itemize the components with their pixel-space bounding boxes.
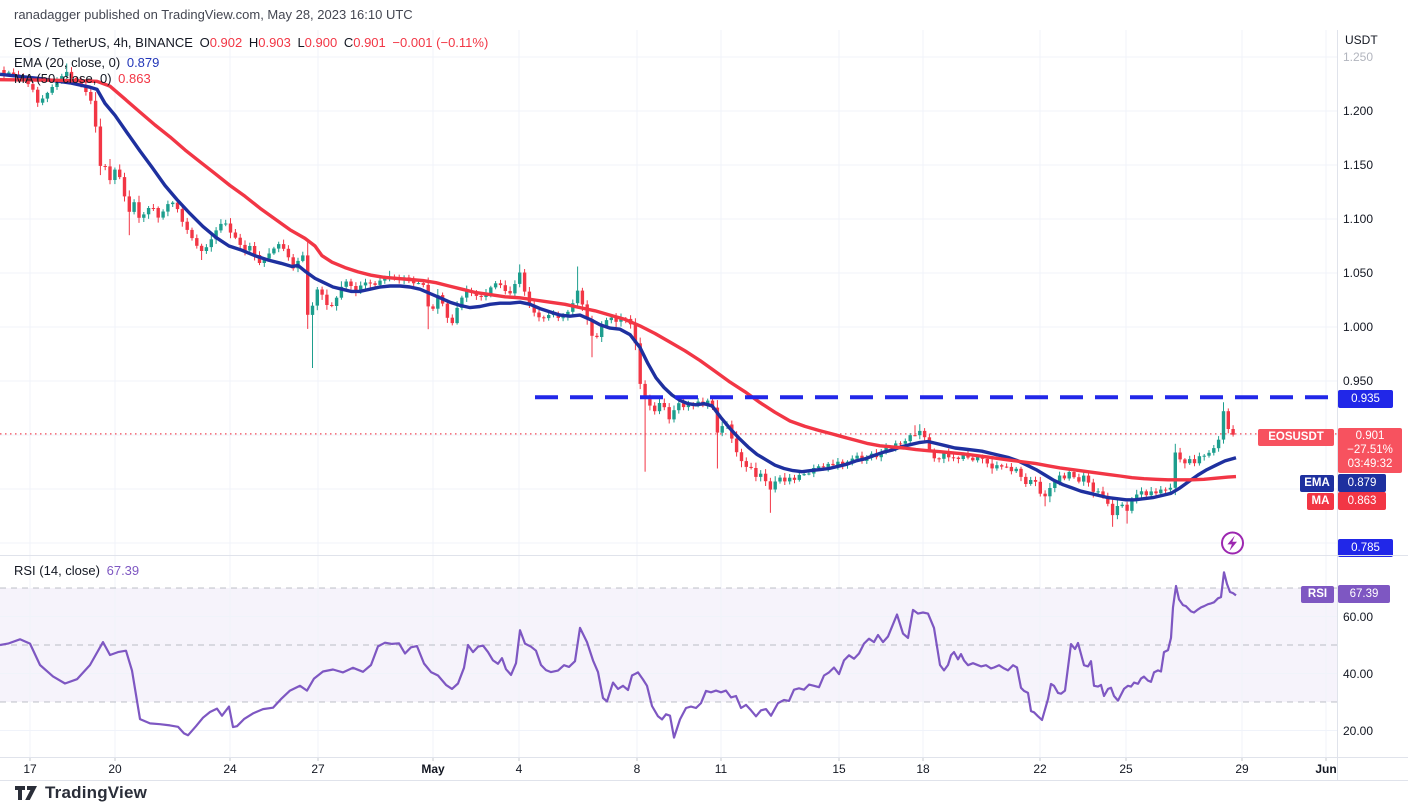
time-tick-label: 22: [1033, 762, 1047, 776]
support-price-label: 0.785: [1338, 539, 1393, 557]
ma-legend[interactable]: MA (50, close, 0) 0.863: [14, 71, 154, 86]
main-series-legend[interactable]: EOS / TetherUS, 4h, BINANCE O0.902 H0.90…: [14, 35, 491, 50]
bar-countdown: 03:49:32: [1347, 458, 1393, 470]
time-tick-label: 29: [1235, 762, 1249, 776]
time-tick-label: 4: [515, 762, 523, 776]
time-tick-label: 17: [23, 762, 37, 776]
change-value: −0.001 (−0.11%): [392, 35, 489, 50]
price-tick-label: 1.200: [1343, 104, 1374, 118]
price-tick-label: 1.000: [1343, 320, 1374, 334]
time-tick-label: 25: [1119, 762, 1133, 776]
ema-legend[interactable]: EMA (20, close, 0) 0.879: [14, 55, 162, 70]
open-label: O: [199, 35, 210, 50]
ema-legend-name: EMA (20, close, 0): [14, 55, 121, 70]
tradingview-logo-text: TradingView: [45, 783, 148, 802]
ma-legend-name: MA (50, close, 0): [14, 71, 112, 86]
ema-line: [0, 72, 1237, 502]
ema-tag: EMA: [1300, 475, 1334, 492]
high-label: H: [248, 35, 259, 50]
price-tick-label: 1.100: [1343, 212, 1374, 226]
low-value: 0.900: [304, 35, 338, 50]
time-tick-label: 8: [633, 762, 641, 776]
tradingview-logo[interactable]: TradingView: [14, 783, 147, 803]
lightning-bolt-icon: [1221, 531, 1244, 555]
time-tick-label: Jun: [1315, 762, 1337, 776]
rsi-tick-label: 60.00: [1343, 609, 1374, 624]
time-tick-label: 20: [108, 762, 122, 776]
close-label: C: [343, 35, 354, 50]
last-price-value: 0.901: [1355, 430, 1385, 442]
rsi-line: [0, 571, 1237, 739]
resistance-price-label: 0.935: [1338, 390, 1393, 408]
ma-value-label: 0.863: [1338, 492, 1386, 510]
symbol-title: EOS / TetherUS, 4h, BINANCE: [14, 35, 193, 50]
chart-bottom-border: [0, 780, 1408, 781]
time-tick-label: 15: [832, 762, 846, 776]
rsi-tick-label: 40.00: [1343, 666, 1374, 681]
symbol-price-tag: EOSUSDT: [1258, 429, 1334, 446]
rsi-legend-value: 67.39: [106, 563, 140, 578]
time-tick-label: 24: [223, 762, 237, 776]
ema-legend-value: 0.879: [126, 55, 160, 70]
publish-info: ranadagger published on TradingView.com,…: [14, 7, 413, 22]
ma-legend-value: 0.863: [118, 71, 151, 86]
ma-line: [0, 78, 1237, 482]
price-tick-label: 1.150: [1343, 158, 1374, 172]
rsi-tick-label: 20.00: [1343, 723, 1374, 738]
rsi-value-label: 67.39: [1338, 585, 1390, 603]
time-axis[interactable]: 17 20 24 27 May 4 8 11 15 18 22 25 29 Jun: [0, 757, 1337, 781]
rsi-legend[interactable]: RSI (14, close) 67.39: [14, 563, 142, 578]
price-tick-label: 0.950: [1343, 374, 1374, 388]
last-price-label: 0.901 −27.51% 03:49:32: [1338, 428, 1402, 473]
close-value: 0.901: [353, 35, 386, 50]
time-axis-divider: [0, 757, 1408, 758]
tradingview-logo-icon: [15, 786, 37, 800]
price-tick-label: 1.050: [1343, 266, 1374, 280]
price-tick-label: 1.250: [1343, 50, 1374, 64]
time-tick-label: May: [421, 762, 445, 776]
ma-tag: MA: [1307, 493, 1334, 510]
time-tick-label: 27: [311, 762, 325, 776]
time-tick-label: 18: [916, 762, 930, 776]
open-value: 0.902: [209, 35, 243, 50]
price-axis-unit: USDT: [1345, 33, 1378, 47]
rsi-tag: RSI: [1301, 586, 1334, 603]
low-label: L: [297, 35, 305, 50]
high-value: 0.903: [258, 35, 291, 50]
price-axis-border: [1337, 30, 1338, 780]
rsi-legend-name: RSI (14, close): [14, 563, 100, 578]
candles-layer: [2, 63, 1235, 527]
ema-value-label: 0.879: [1338, 474, 1386, 492]
time-tick-label: 11: [714, 762, 728, 776]
pane-divider[interactable]: [0, 555, 1408, 556]
session-change-pct: −27.51%: [1347, 444, 1393, 456]
